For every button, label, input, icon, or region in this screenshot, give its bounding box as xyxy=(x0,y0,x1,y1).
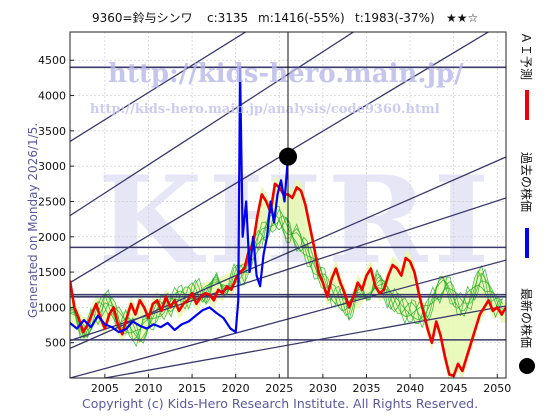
legend-past-label: 過去の株価 xyxy=(519,152,534,212)
legend-latest-swatch xyxy=(519,358,535,374)
x-tick-label: 2030 xyxy=(309,382,337,395)
past-price-line xyxy=(70,66,290,334)
y-tick-label: 3000 xyxy=(38,160,66,173)
channel-line xyxy=(70,32,247,143)
watermark-url-main: http://kids-hero.main.jp/ xyxy=(108,59,464,89)
x-axis: 2005 2010 2015 2020 2025 2030 2035 2040 2045 2050 xyxy=(91,374,511,395)
header-min: m:1416(-55%) xyxy=(258,11,345,25)
x-tick-label: 2040 xyxy=(396,382,424,395)
latest-point xyxy=(279,147,297,166)
header-current: c:3135 xyxy=(207,11,248,25)
x-tick-label: 2050 xyxy=(483,382,511,395)
x-tick-label: 2020 xyxy=(222,382,250,395)
legend-ai-label: ＡＩ予測 xyxy=(519,32,533,80)
plot-frame xyxy=(69,31,507,379)
band-line xyxy=(70,212,503,348)
y-tick-label: 4000 xyxy=(38,90,66,103)
x-tick-label: 2025 xyxy=(265,382,293,395)
header-rating: ★★☆ xyxy=(446,11,478,25)
y-tick-label: 4500 xyxy=(38,54,66,67)
y-tick-label: 2500 xyxy=(38,195,66,208)
band-line xyxy=(70,205,503,344)
band-line xyxy=(70,208,503,336)
legend: ＡＩ予測 過去の株価 最新の株価 xyxy=(519,32,535,374)
legend-latest-label: 最新の株価 xyxy=(519,288,534,348)
y-tick-label: 1500 xyxy=(38,266,66,279)
x-tick-label: 2045 xyxy=(440,382,468,395)
band-line xyxy=(70,220,503,342)
x-tick-label: 2005 xyxy=(91,382,119,395)
y-axis: 500 1000 1500 2000 2500 3000 3500 4000 4500 xyxy=(38,54,74,350)
y-tick-label: 500 xyxy=(45,337,66,350)
header-target: t:1983(-37%) xyxy=(355,11,435,25)
x-tick-label: 2015 xyxy=(178,382,206,395)
y-tick-label: 3500 xyxy=(38,125,66,138)
latest-price-dot xyxy=(279,147,297,166)
header-code-name: 9360=鈴与シンワ xyxy=(92,10,193,25)
watermark-url-sub: http://kids-hero.main.jp/analysis/code93… xyxy=(90,102,440,117)
y-tick-label: 2000 xyxy=(38,231,66,244)
y-tick-label: 1000 xyxy=(38,301,66,314)
generated-label: Generated on Monday 2026/1/5. xyxy=(26,123,40,318)
channel-line xyxy=(104,305,506,378)
x-tick-label: 2035 xyxy=(352,382,380,395)
x-tick-label: 2010 xyxy=(134,382,162,395)
copyright: Copyright (c) Kids-Hero Research Institu… xyxy=(82,396,478,411)
